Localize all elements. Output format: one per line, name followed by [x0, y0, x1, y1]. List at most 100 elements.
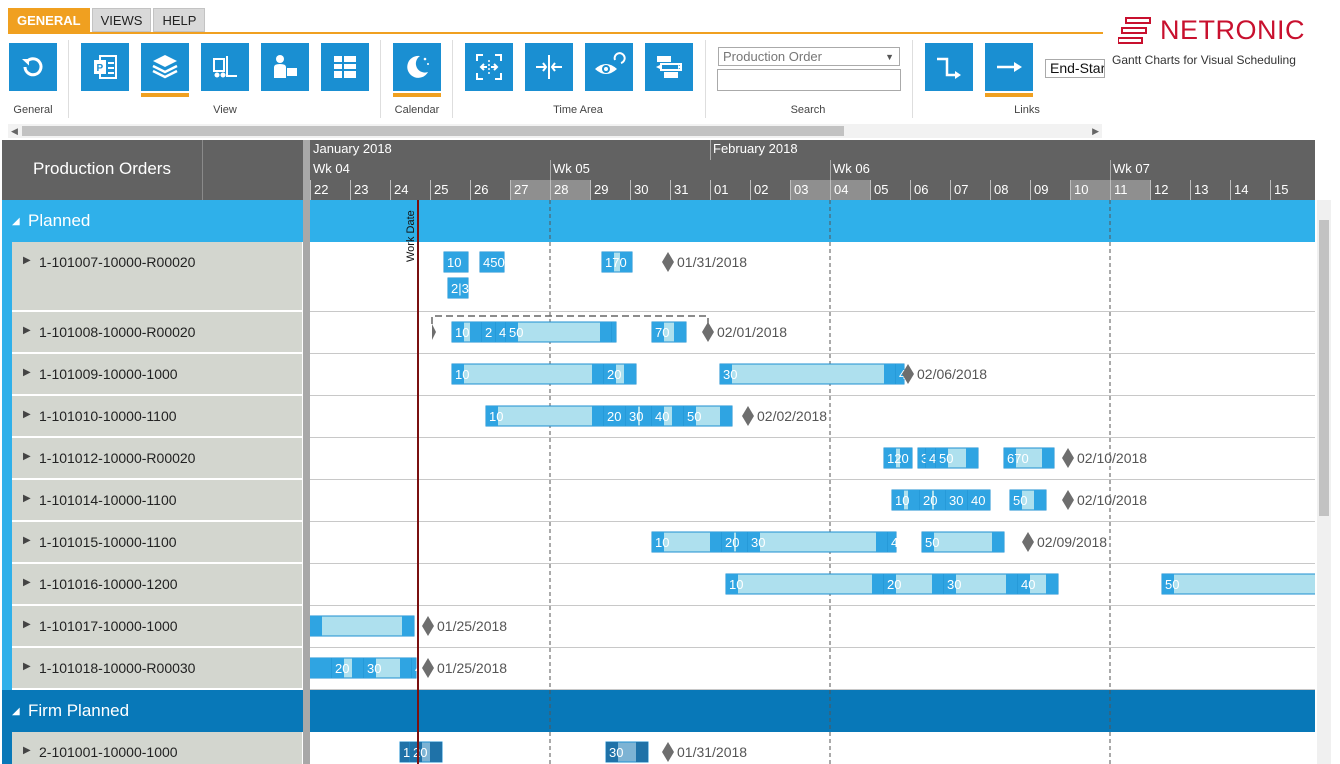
expand-icon[interactable]: ▶ [23, 577, 31, 588]
expand-icon[interactable]: ▶ [23, 745, 31, 756]
ribbon-accent-line [8, 32, 1103, 34]
column-header-production-orders[interactable]: Production Orders [33, 159, 171, 178]
table-row[interactable]: ▶ 1-101014-10000-1100 [12, 480, 302, 522]
chart-row[interactable] [310, 480, 1315, 522]
timescale-day: 27 [510, 180, 550, 200]
tab-general[interactable]: GENERAL [8, 8, 90, 32]
timescale-day: 07 [950, 180, 990, 200]
ribbon-tabs: GENERAL VIEWS HELP [8, 8, 206, 32]
svg-text:P: P [97, 63, 104, 74]
table-row[interactable]: ▶ 1-101015-10000-1100 [12, 522, 302, 564]
collapse-icon[interactable]: ◢ [12, 216, 20, 227]
ribbon-horizontal-scrollbar[interactable]: ◀ ▶ [8, 124, 1102, 138]
timescale-month: February 2018 [713, 141, 798, 156]
timescale-day: 26 [470, 180, 510, 200]
column-separator [202, 140, 203, 200]
expand-icon[interactable]: ▶ [23, 409, 31, 420]
group-strip [2, 242, 12, 312]
order-id: 1-101010-10000-1100 [39, 408, 177, 424]
scrollbar-thumb[interactable] [1319, 220, 1329, 516]
tab-help[interactable]: HELP [153, 8, 206, 32]
chart-row[interactable] [310, 438, 1315, 480]
timescale-day: 02 [750, 180, 790, 200]
order-id: 1-101017-10000-1000 [39, 618, 178, 634]
group-label: Firm Planned [28, 701, 130, 720]
order-id: 1-101014-10000-1100 [39, 492, 177, 508]
chart-row[interactable] [310, 354, 1315, 396]
expand-icon[interactable]: ▶ [23, 535, 31, 546]
month-divider [710, 140, 711, 160]
chart-row[interactable] [310, 732, 1315, 764]
search-type-select[interactable]: Production Order ▼ [718, 47, 900, 66]
table-row[interactable]: ▶ 1-101007-10000-R00020 [12, 242, 302, 312]
timescale-day: 24 [390, 180, 430, 200]
timescale-day: 22 [310, 180, 350, 200]
expand-icon[interactable]: ▶ [23, 325, 31, 336]
calendar-button[interactable] [393, 43, 441, 97]
timescale-day: 08 [990, 180, 1030, 200]
collapse-icon[interactable]: ◢ [12, 706, 20, 717]
tab-views[interactable]: VIEWS [91, 8, 152, 32]
timescale-day: 30 [630, 180, 670, 200]
timescale[interactable]: January 2018 February 2018 Wk 04 Wk 05 Wk 06… [310, 140, 1315, 200]
expand-icon[interactable]: ▶ [23, 661, 31, 672]
timescale-day: 31 [670, 180, 710, 200]
fit-to-screen-button[interactable] [465, 43, 513, 91]
chart-row[interactable] [310, 396, 1315, 438]
compress-time-icon [536, 55, 562, 79]
chart-row[interactable] [310, 648, 1315, 690]
expand-icon[interactable]: ▶ [23, 451, 31, 462]
table-row[interactable]: ▶ 1-101018-10000-R00030 [12, 648, 302, 690]
table-row[interactable]: ▶ 1-101008-10000-R00020 [12, 312, 302, 354]
forklift-icon [213, 56, 237, 78]
chart-row[interactable] [310, 606, 1315, 648]
chart-row[interactable] [310, 522, 1315, 564]
chevron-down-icon: ▼ [885, 52, 894, 62]
table-row[interactable]: ▶ 1-101016-10000-1200 [12, 564, 302, 606]
table-row[interactable]: ▶ 1-101009-10000-1000 [12, 354, 302, 396]
time-span-button[interactable] [645, 43, 693, 91]
timescale-week: Wk 05 [553, 161, 590, 176]
timescale-month: January 2018 [313, 141, 392, 156]
expand-icon[interactable]: ▶ [23, 255, 31, 266]
group-strip [2, 480, 12, 522]
link-type-dropdown[interactable]: End-Start [1045, 59, 1105, 78]
table-button[interactable] [321, 43, 369, 91]
zoom-in-time-button[interactable] [525, 43, 573, 91]
group-strip [2, 648, 12, 690]
resources-button[interactable] [201, 43, 249, 91]
chart-row[interactable] [310, 312, 1315, 354]
link-arrow-button[interactable] [985, 43, 1033, 97]
refresh-button[interactable] [9, 43, 57, 91]
workers-button[interactable] [261, 43, 309, 91]
table-icon [334, 56, 356, 78]
vertical-scrollbar[interactable] [1317, 200, 1331, 764]
expand-icon[interactable]: ▶ [23, 367, 31, 378]
expand-icon[interactable]: ▶ [23, 619, 31, 630]
search-input[interactable] [717, 69, 901, 91]
week-divider [1110, 160, 1111, 180]
table-row[interactable]: ▶ 1-101012-10000-R00020 [12, 438, 302, 480]
scroll-right-icon[interactable]: ▶ [1092, 126, 1099, 136]
group-strip [2, 564, 12, 606]
table-row[interactable]: ▶ 1-101010-10000-1100 [12, 396, 302, 438]
group-header[interactable]: ◢ Planned [2, 200, 303, 242]
worker-icon [274, 55, 297, 78]
chart-row[interactable] [310, 242, 1315, 312]
scroll-left-icon[interactable]: ◀ [11, 126, 18, 136]
link-mode-button[interactable] [925, 43, 973, 91]
expand-icon[interactable]: ▶ [23, 493, 31, 504]
time-span-icon [656, 56, 682, 78]
view-time-button[interactable] [585, 43, 633, 91]
group-separator [705, 40, 706, 118]
table-row[interactable]: ▶ 2-101001-10000-1000 [12, 732, 302, 764]
timescale-day: 05 [870, 180, 910, 200]
export-button[interactable]: P [81, 43, 129, 91]
table-row[interactable]: ▶ 1-101017-10000-1000 [12, 606, 302, 648]
table-chart-splitter[interactable] [303, 140, 310, 764]
group-header[interactable]: ◢ Firm Planned [2, 690, 303, 732]
layers-button[interactable] [141, 43, 189, 97]
chart-row[interactable] [310, 564, 1315, 606]
scrollbar-thumb[interactable] [22, 126, 844, 136]
